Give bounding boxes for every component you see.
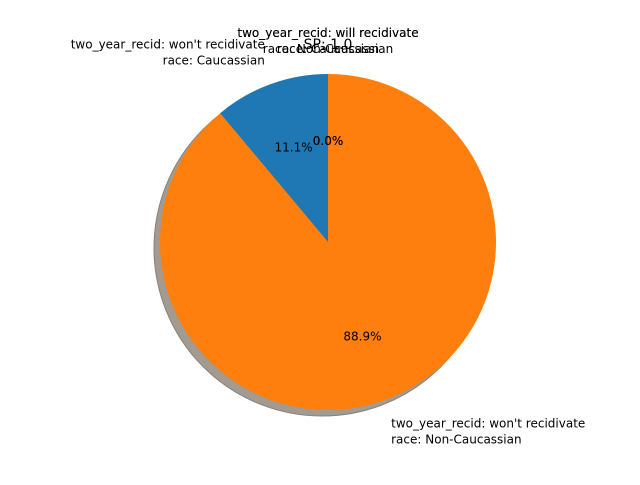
chart-title: SP: 1.0 <box>304 37 353 53</box>
slice-category-label: two_year_recid: won't recidivate race: No… <box>391 417 585 447</box>
pie-slices <box>159 74 496 410</box>
slice-category-label: two_year_recid: will recidivate race: Non… <box>237 26 418 56</box>
slice-percent-label: 0.0% <box>313 134 344 148</box>
slice-percent-label: 11.1% <box>274 140 312 154</box>
pie-slice <box>220 74 328 242</box>
slice-category-label: two_year_recid: will recidivate race: Cau… <box>237 26 418 56</box>
slice-percent-label: 0.0% <box>313 134 344 148</box>
slice-category-label-line: race: Caucassian <box>163 53 265 67</box>
slice-category-label-line: race: Caucassian <box>277 42 379 56</box>
slice-category-label: two_year_recid: won't recidivate race: Ca… <box>71 37 265 67</box>
slice-category-label-line: two_year_recid: will recidivate <box>237 26 418 40</box>
pie-labels: 0.0% two_year_recid: will recidivate race:… <box>71 26 586 446</box>
slice-category-label-line: two_year_recid: won't recidivate <box>391 417 585 431</box>
slice-percent-label: 88.9% <box>343 330 381 344</box>
slice-category-label-line: race: Non-Caucassian <box>391 433 521 447</box>
pie-slice <box>159 74 496 410</box>
slice-category-label-line: race: Non-Caucassian <box>263 42 393 56</box>
slice-category-label-line: two_year_recid: will recidivate <box>237 26 418 40</box>
slice-category-label-line: two_year_recid: won't recidivate <box>71 37 265 51</box>
